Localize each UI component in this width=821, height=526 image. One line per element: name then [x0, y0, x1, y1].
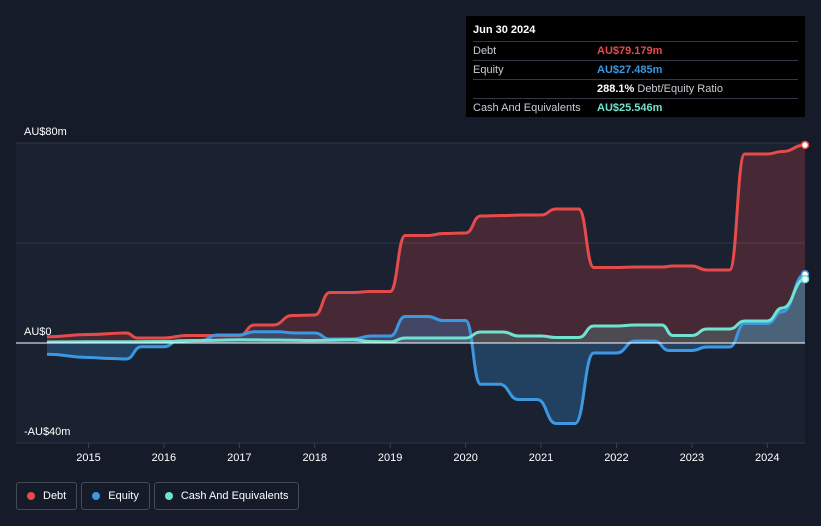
tooltip-row-ratio: 288.1% Debt/Equity Ratio [473, 80, 798, 99]
legend-label: Cash And Equivalents [180, 490, 289, 502]
end-point-debt [800, 140, 810, 150]
x-tick-label: 2024 [755, 452, 779, 464]
x-tick-label: 2019 [378, 452, 402, 464]
legend-item-cash[interactable]: Cash And Equivalents [153, 482, 300, 510]
legend-label: Debt [43, 490, 67, 502]
tooltip-sub-label: Debt/Equity Ratio [637, 83, 723, 95]
line-cash-and-equivalents [46, 277, 806, 344]
legend-dot-icon [164, 492, 173, 500]
x-axis-ticks: 2015 2016 2017 2018 2019 2020 2021 2022 2023 2024 [76, 443, 780, 464]
y-tick-label: -AU$40m [24, 426, 70, 438]
tooltip-panel: Jun 30 2024 Debt AU$79.179m Equity AU$27… [466, 16, 805, 117]
y-tick-label: AU$0 [24, 326, 52, 338]
legend-label: Equity [108, 490, 139, 502]
chart-legend: Debt Equity Cash And Equivalents [16, 482, 300, 510]
x-tick-label: 2017 [227, 452, 251, 464]
tooltip-label [473, 81, 597, 97]
tooltip-row-debt: Debt AU$79.179m [473, 42, 798, 61]
legend-dot-icon [27, 492, 35, 500]
series-lines [46, 143, 806, 425]
x-tick-label: 2021 [529, 452, 553, 464]
y-axis-ticks: AU$80m AU$0 -AU$40m [24, 126, 70, 438]
area-debt [47, 145, 805, 343]
tooltip-row-cash: Cash And Equivalents AU$25.546m [473, 99, 798, 117]
tooltip-value: AU$25.546m [597, 102, 663, 114]
tooltip-label: Equity [473, 64, 504, 76]
x-tick-label: 2015 [76, 452, 100, 464]
end-markers [800, 140, 810, 284]
tooltip-label: Debt [473, 45, 497, 57]
x-tick-label: 2020 [453, 452, 477, 464]
x-tick-label: 2018 [303, 452, 327, 464]
legend-dot-icon [92, 492, 101, 500]
y-tick-label: AU$80m [24, 126, 67, 138]
x-tick-label: 2022 [604, 452, 628, 464]
tooltip-value: AU$27.485m [597, 64, 663, 76]
tooltip-date: Jun 30 2024 [473, 22, 798, 42]
tooltip-row-equity: Equity AU$27.485m [473, 61, 798, 80]
grid-lines [16, 142, 805, 444]
end-point-cash-and-equivalents [800, 274, 810, 284]
legend-item-equity[interactable]: Equity [81, 482, 150, 510]
tooltip-label: Cash And Equivalents [473, 102, 581, 114]
tooltip-value: 288.1% [597, 83, 635, 95]
legend-item-debt[interactable]: Debt [16, 482, 78, 510]
tooltip-value: AU$79.179m [597, 45, 663, 57]
plot-background [16, 143, 805, 443]
x-tick-label: 2016 [152, 452, 176, 464]
x-tick-label: 2023 [680, 452, 704, 464]
